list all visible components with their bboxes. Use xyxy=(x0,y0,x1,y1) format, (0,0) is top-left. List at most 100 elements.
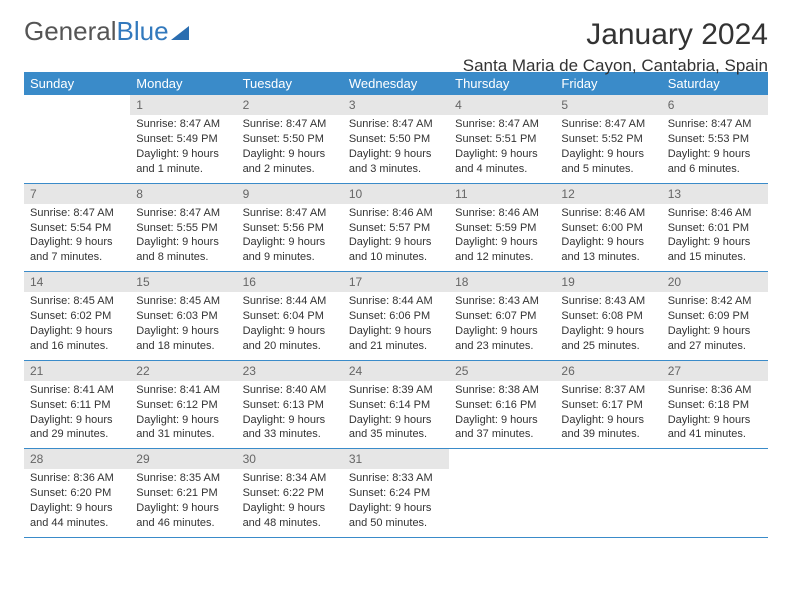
day-details: Sunrise: 8:47 AMSunset: 5:49 PMDaylight:… xyxy=(130,115,236,182)
day-number: 12 xyxy=(555,184,661,204)
day-details: Sunrise: 8:38 AMSunset: 6:16 PMDaylight:… xyxy=(449,381,555,448)
calendar-day-cell: 1Sunrise: 8:47 AMSunset: 5:49 PMDaylight… xyxy=(130,95,236,183)
day-number: 5 xyxy=(555,95,661,115)
day-number: 2 xyxy=(237,95,343,115)
day-number: 28 xyxy=(24,449,130,469)
day-number: 17 xyxy=(343,272,449,292)
calendar-day-cell: 14Sunrise: 8:45 AMSunset: 6:02 PMDayligh… xyxy=(24,272,130,361)
day-number: 25 xyxy=(449,361,555,381)
day-number: 23 xyxy=(237,361,343,381)
day-details: Sunrise: 8:37 AMSunset: 6:17 PMDaylight:… xyxy=(555,381,661,448)
calendar-day-cell: 23Sunrise: 8:40 AMSunset: 6:13 PMDayligh… xyxy=(237,360,343,449)
day-number: 1 xyxy=(130,95,236,115)
calendar-day-cell: 27Sunrise: 8:36 AMSunset: 6:18 PMDayligh… xyxy=(662,360,768,449)
calendar-day-cell: 2Sunrise: 8:47 AMSunset: 5:50 PMDaylight… xyxy=(237,95,343,183)
calendar-week-row: 1Sunrise: 8:47 AMSunset: 5:49 PMDaylight… xyxy=(24,95,768,183)
calendar-day-cell: 18Sunrise: 8:43 AMSunset: 6:07 PMDayligh… xyxy=(449,272,555,361)
day-details: Sunrise: 8:46 AMSunset: 6:01 PMDaylight:… xyxy=(662,204,768,271)
day-number: 10 xyxy=(343,184,449,204)
calendar-day-cell: 4Sunrise: 8:47 AMSunset: 5:51 PMDaylight… xyxy=(449,95,555,183)
day-details: Sunrise: 8:46 AMSunset: 5:57 PMDaylight:… xyxy=(343,204,449,271)
calendar-day-cell: 28Sunrise: 8:36 AMSunset: 6:20 PMDayligh… xyxy=(24,449,130,538)
day-number: 3 xyxy=(343,95,449,115)
weekday-header: Wednesday xyxy=(343,72,449,95)
weekday-header: Sunday xyxy=(24,72,130,95)
day-details: Sunrise: 8:42 AMSunset: 6:09 PMDaylight:… xyxy=(662,292,768,359)
day-details: Sunrise: 8:47 AMSunset: 5:54 PMDaylight:… xyxy=(24,204,130,271)
day-details: Sunrise: 8:47 AMSunset: 5:50 PMDaylight:… xyxy=(343,115,449,182)
day-number: 18 xyxy=(449,272,555,292)
calendar-week-row: 21Sunrise: 8:41 AMSunset: 6:11 PMDayligh… xyxy=(24,360,768,449)
day-details: Sunrise: 8:34 AMSunset: 6:22 PMDaylight:… xyxy=(237,469,343,536)
day-number: 9 xyxy=(237,184,343,204)
calendar-day-cell: 6Sunrise: 8:47 AMSunset: 5:53 PMDaylight… xyxy=(662,95,768,183)
month-title: January 2024 xyxy=(463,18,768,52)
day-number: 11 xyxy=(449,184,555,204)
calendar-week-row: 7Sunrise: 8:47 AMSunset: 5:54 PMDaylight… xyxy=(24,183,768,272)
calendar-day-cell: 21Sunrise: 8:41 AMSunset: 6:11 PMDayligh… xyxy=(24,360,130,449)
day-number: 13 xyxy=(662,184,768,204)
day-number: 22 xyxy=(130,361,236,381)
day-number: 20 xyxy=(662,272,768,292)
day-number: 6 xyxy=(662,95,768,115)
calendar-day-cell: 3Sunrise: 8:47 AMSunset: 5:50 PMDaylight… xyxy=(343,95,449,183)
calendar-day-cell: 24Sunrise: 8:39 AMSunset: 6:14 PMDayligh… xyxy=(343,360,449,449)
day-number: 19 xyxy=(555,272,661,292)
day-details: Sunrise: 8:45 AMSunset: 6:02 PMDaylight:… xyxy=(24,292,130,359)
day-number: 16 xyxy=(237,272,343,292)
day-details: Sunrise: 8:47 AMSunset: 5:51 PMDaylight:… xyxy=(449,115,555,182)
day-number: 24 xyxy=(343,361,449,381)
calendar-day-cell: 5Sunrise: 8:47 AMSunset: 5:52 PMDaylight… xyxy=(555,95,661,183)
calendar-day-cell: 19Sunrise: 8:43 AMSunset: 6:08 PMDayligh… xyxy=(555,272,661,361)
day-number: 21 xyxy=(24,361,130,381)
calendar-day-cell: 10Sunrise: 8:46 AMSunset: 5:57 PMDayligh… xyxy=(343,183,449,272)
calendar-day-cell: 15Sunrise: 8:45 AMSunset: 6:03 PMDayligh… xyxy=(130,272,236,361)
calendar-week-row: 14Sunrise: 8:45 AMSunset: 6:02 PMDayligh… xyxy=(24,272,768,361)
day-details: Sunrise: 8:46 AMSunset: 5:59 PMDaylight:… xyxy=(449,204,555,271)
calendar-day-cell: 9Sunrise: 8:47 AMSunset: 5:56 PMDaylight… xyxy=(237,183,343,272)
calendar-day-cell: 25Sunrise: 8:38 AMSunset: 6:16 PMDayligh… xyxy=(449,360,555,449)
calendar-day-cell xyxy=(24,95,130,183)
day-details: Sunrise: 8:47 AMSunset: 5:53 PMDaylight:… xyxy=(662,115,768,182)
page-title-block: January 2024 Santa Maria de Cayon, Canta… xyxy=(463,18,768,76)
calendar-day-cell: 20Sunrise: 8:42 AMSunset: 6:09 PMDayligh… xyxy=(662,272,768,361)
day-details: Sunrise: 8:44 AMSunset: 6:06 PMDaylight:… xyxy=(343,292,449,359)
day-number: 14 xyxy=(24,272,130,292)
day-number: 26 xyxy=(555,361,661,381)
day-details: Sunrise: 8:36 AMSunset: 6:18 PMDaylight:… xyxy=(662,381,768,448)
day-details: Sunrise: 8:35 AMSunset: 6:21 PMDaylight:… xyxy=(130,469,236,536)
day-details: Sunrise: 8:45 AMSunset: 6:03 PMDaylight:… xyxy=(130,292,236,359)
day-details: Sunrise: 8:47 AMSunset: 5:55 PMDaylight:… xyxy=(130,204,236,271)
calendar-day-cell: 17Sunrise: 8:44 AMSunset: 6:06 PMDayligh… xyxy=(343,272,449,361)
day-details: Sunrise: 8:44 AMSunset: 6:04 PMDaylight:… xyxy=(237,292,343,359)
weekday-header: Monday xyxy=(130,72,236,95)
day-details: Sunrise: 8:47 AMSunset: 5:56 PMDaylight:… xyxy=(237,204,343,271)
day-details: Sunrise: 8:41 AMSunset: 6:11 PMDaylight:… xyxy=(24,381,130,448)
calendar-day-cell: 31Sunrise: 8:33 AMSunset: 6:24 PMDayligh… xyxy=(343,449,449,538)
day-details: Sunrise: 8:43 AMSunset: 6:08 PMDaylight:… xyxy=(555,292,661,359)
day-details: Sunrise: 8:33 AMSunset: 6:24 PMDaylight:… xyxy=(343,469,449,536)
day-details: Sunrise: 8:41 AMSunset: 6:12 PMDaylight:… xyxy=(130,381,236,448)
calendar-day-cell xyxy=(662,449,768,538)
calendar-day-cell xyxy=(555,449,661,538)
day-details: Sunrise: 8:36 AMSunset: 6:20 PMDaylight:… xyxy=(24,469,130,536)
day-number: 27 xyxy=(662,361,768,381)
calendar-day-cell: 12Sunrise: 8:46 AMSunset: 6:00 PMDayligh… xyxy=(555,183,661,272)
calendar-table: SundayMondayTuesdayWednesdayThursdayFrid… xyxy=(24,72,768,538)
day-details: Sunrise: 8:46 AMSunset: 6:00 PMDaylight:… xyxy=(555,204,661,271)
day-number: 29 xyxy=(130,449,236,469)
day-number: 31 xyxy=(343,449,449,469)
brand-part2: Blue xyxy=(117,18,169,44)
day-number: 8 xyxy=(130,184,236,204)
calendar-day-cell: 16Sunrise: 8:44 AMSunset: 6:04 PMDayligh… xyxy=(237,272,343,361)
brand-triangle-icon xyxy=(171,26,189,40)
calendar-day-cell xyxy=(449,449,555,538)
day-details: Sunrise: 8:39 AMSunset: 6:14 PMDaylight:… xyxy=(343,381,449,448)
day-details: Sunrise: 8:47 AMSunset: 5:52 PMDaylight:… xyxy=(555,115,661,182)
calendar-day-cell: 29Sunrise: 8:35 AMSunset: 6:21 PMDayligh… xyxy=(130,449,236,538)
calendar-day-cell: 26Sunrise: 8:37 AMSunset: 6:17 PMDayligh… xyxy=(555,360,661,449)
calendar-day-cell: 8Sunrise: 8:47 AMSunset: 5:55 PMDaylight… xyxy=(130,183,236,272)
weekday-header: Tuesday xyxy=(237,72,343,95)
day-details: Sunrise: 8:40 AMSunset: 6:13 PMDaylight:… xyxy=(237,381,343,448)
day-details: Sunrise: 8:47 AMSunset: 5:50 PMDaylight:… xyxy=(237,115,343,182)
